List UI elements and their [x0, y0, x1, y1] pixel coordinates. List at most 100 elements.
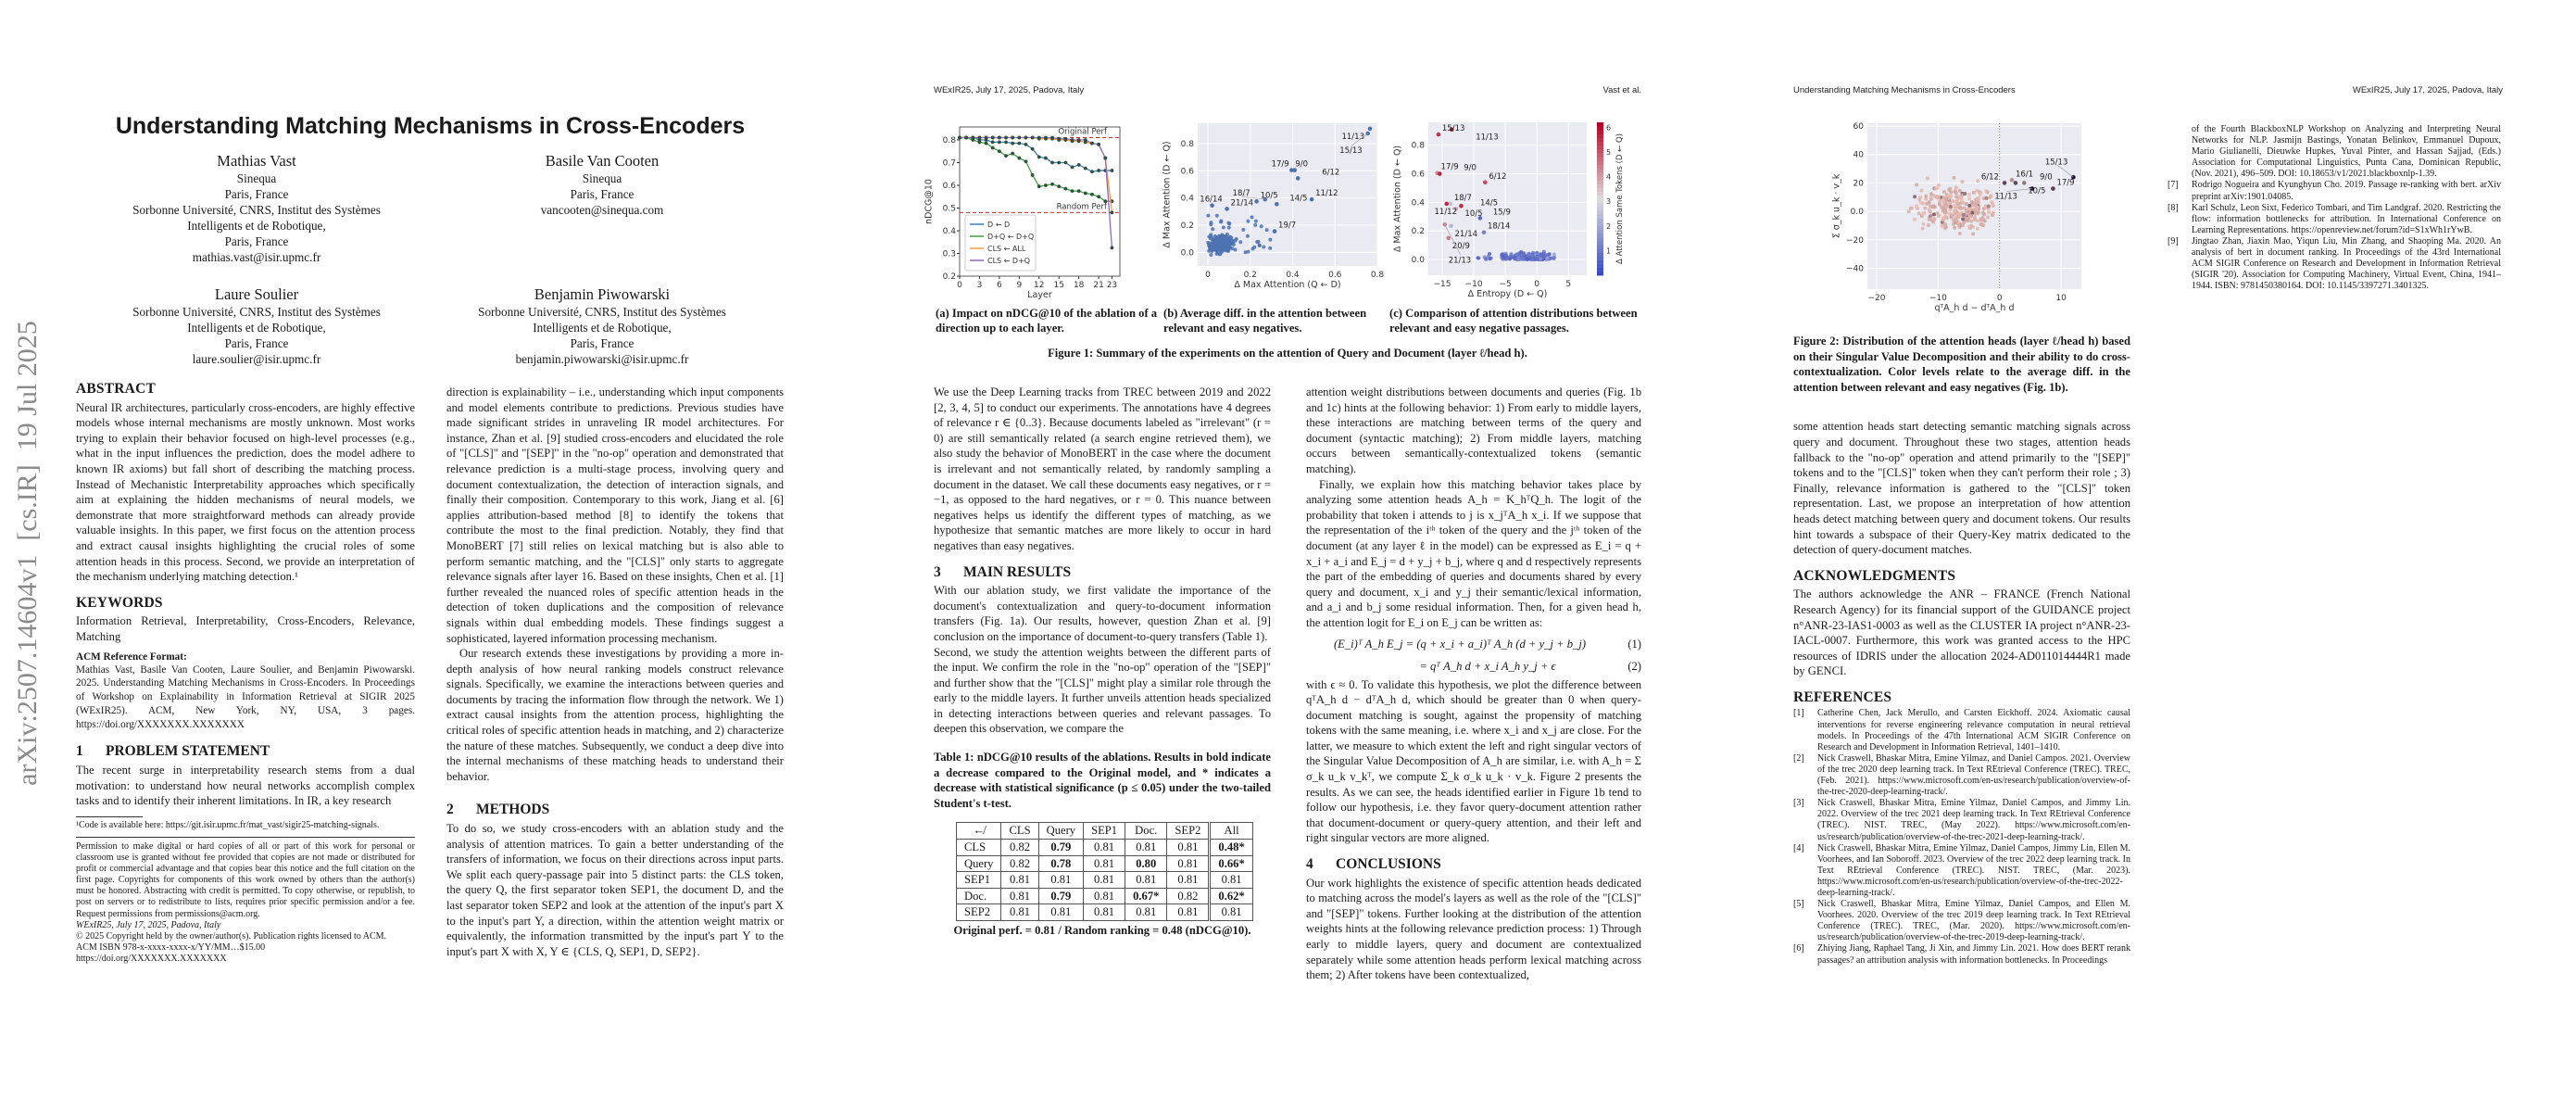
x-tick-label: 3 [977, 281, 983, 290]
data-point [1990, 200, 1994, 205]
data-point [1090, 141, 1094, 145]
reference-text: Rodrigo Nogueira and Kyunghyun Cho. 2019… [2192, 180, 2501, 202]
data-point [1221, 225, 1225, 230]
data-point [1208, 242, 1213, 246]
data-point [1985, 215, 1990, 220]
reference-number: [8] [2168, 202, 2179, 213]
colorbar-segment [1597, 183, 1603, 188]
reference-text: Nick Craswell, Bhaskar Mitra, Emine Yilm… [1817, 899, 2130, 943]
data-point [1984, 196, 1989, 200]
author-email[interactable]: laure.soulier@isir.upmc.fr [192, 352, 321, 366]
author-email[interactable]: benjamin.piwowarski@isir.upmc.fr [515, 352, 689, 366]
table-header-cell: SEP2 [1166, 822, 1211, 840]
data-point [1921, 211, 1926, 216]
results-table: ↚ CLS Query SEP1 Doc. SEP2 All CLS 0.82 0.… [955, 822, 1253, 921]
author-email[interactable]: mathias.vast@isir.upmc.fr [192, 250, 321, 264]
data-point [1030, 135, 1035, 140]
colorbar-segment [1597, 187, 1603, 192]
data-point [1268, 237, 1273, 242]
data-point [1987, 209, 1992, 214]
point-label: 17/9 [2056, 179, 2074, 188]
data-point [1213, 239, 1217, 244]
copyright-line: © 2025 Copyright held by the owner/autho… [76, 930, 387, 941]
legend-label: D+Q ← D+Q [987, 233, 1034, 241]
reference-text: Nick Craswell, Bhaskar Mitra, Emine Yilm… [1817, 842, 2130, 898]
data-point [984, 141, 988, 145]
colorbar-segment [1597, 267, 1603, 272]
data-point [1972, 216, 1977, 221]
abstract-heading: ABSTRACT [76, 381, 157, 397]
colorbar-segment [1597, 145, 1603, 150]
author-email[interactable]: vancooten@sinequa.com [540, 203, 664, 217]
data-point [1063, 160, 1068, 165]
point-label: 6/12 [1489, 172, 1506, 182]
data-point [1963, 192, 1967, 196]
data-point [1912, 217, 1916, 221]
labeled-data-point [1210, 203, 1214, 208]
data-point [1476, 256, 1480, 260]
data-point [1941, 199, 1946, 204]
data-point [1969, 200, 1974, 205]
page2-right-column: attention weight distributions between d… [1306, 385, 1641, 983]
table-cell: 0.48* [1208, 839, 1253, 856]
data-point [1961, 217, 1966, 221]
labeled-data-point [1459, 203, 1464, 208]
colorbar-tick-label: 4 [1606, 173, 1611, 182]
equation-text: = qᵀ A_h d + x_i A_h y_j + ϵ [1419, 659, 1556, 673]
y-tick-label: 0.6 [1412, 171, 1426, 180]
point-label: 16/14 [1200, 196, 1223, 205]
point-label: 10/5 [1261, 191, 1278, 200]
data-point [1961, 200, 1966, 205]
data-point [1514, 252, 1519, 257]
data-point [1951, 198, 1955, 203]
data-point [1957, 188, 1962, 193]
labeled-data-point [1289, 168, 1294, 172]
data-point [1980, 210, 1985, 215]
table-cell: 0.81 [1125, 904, 1168, 921]
y-tick-label: 0.8 [1181, 140, 1195, 149]
data-point [1944, 205, 1949, 209]
chart-fig1a: 0 3 6 9 12 15 18 21 23 0.2 0.3 0.4 0.5 0.6 0.7 0.8 Layer… [924, 126, 1121, 300]
data-point [1063, 186, 1068, 191]
reference-list: [7] Rodrigo Nogueira and Kyunghyun Cho. 2… [2168, 180, 2501, 292]
table-cell: 0.81 [1125, 871, 1168, 889]
chart-fig1b: 0 0.2 0.4 0.6 0.8 0.0 0.2 0.4 0.6 0.8 Δ Max Attent… [1162, 123, 1384, 290]
point-label: 14/5 [1289, 194, 1307, 203]
legend-label: CLS ← ALL [987, 245, 1026, 253]
reference-text: Zhiying Jiang, Raphael Tang, Ji Xin, and… [1817, 943, 2130, 966]
data-point [1975, 226, 1979, 231]
doi-link[interactable]: https://doi.org/XXXXXXX.XXXXXXX [76, 953, 227, 964]
table-cell: 0.81 [1166, 904, 1211, 921]
data-point [1943, 225, 1948, 230]
x-tick-label: 0 [1205, 271, 1211, 280]
reference-line-label: Random Perf [1057, 202, 1108, 211]
x-tick-label: −20 [1867, 294, 1885, 303]
author-affiliation: Paris, France [224, 234, 289, 248]
section-paragraph: With our ablation study, we first valida… [934, 584, 1271, 643]
table-cell: 0.81 [1166, 839, 1211, 856]
colorbar-segment [1597, 206, 1603, 211]
point-label: 18/7 [1454, 194, 1472, 203]
data-point [1539, 257, 1543, 261]
data-point [1083, 166, 1087, 171]
data-point [1921, 221, 1926, 226]
data-point [1545, 256, 1550, 260]
data-point [1532, 257, 1537, 261]
labeled-data-point [2051, 186, 2055, 191]
data-point [1044, 156, 1048, 160]
data-point [1959, 197, 1964, 202]
data-point [1938, 199, 1942, 204]
colorbar-segment [1597, 202, 1603, 208]
table-1-caption: Table 1: nDCG@10 results of the ablation… [934, 751, 1271, 810]
data-point [1976, 196, 1980, 200]
colorbar-segment [1597, 229, 1603, 234]
data-point [1209, 252, 1213, 257]
point-label: 16/1 [2016, 170, 2033, 179]
references-heading: REFERENCES [1793, 689, 1892, 705]
acknowledgments-heading: ACKNOWLEDGMENTS [1793, 567, 1956, 584]
data-point [1935, 185, 1940, 190]
colorbar-segment [1597, 248, 1603, 253]
legend-label: CLS ← D+Q [987, 257, 1030, 265]
keywords-heading: KEYWORDS [76, 594, 163, 611]
data-point [1057, 136, 1062, 141]
